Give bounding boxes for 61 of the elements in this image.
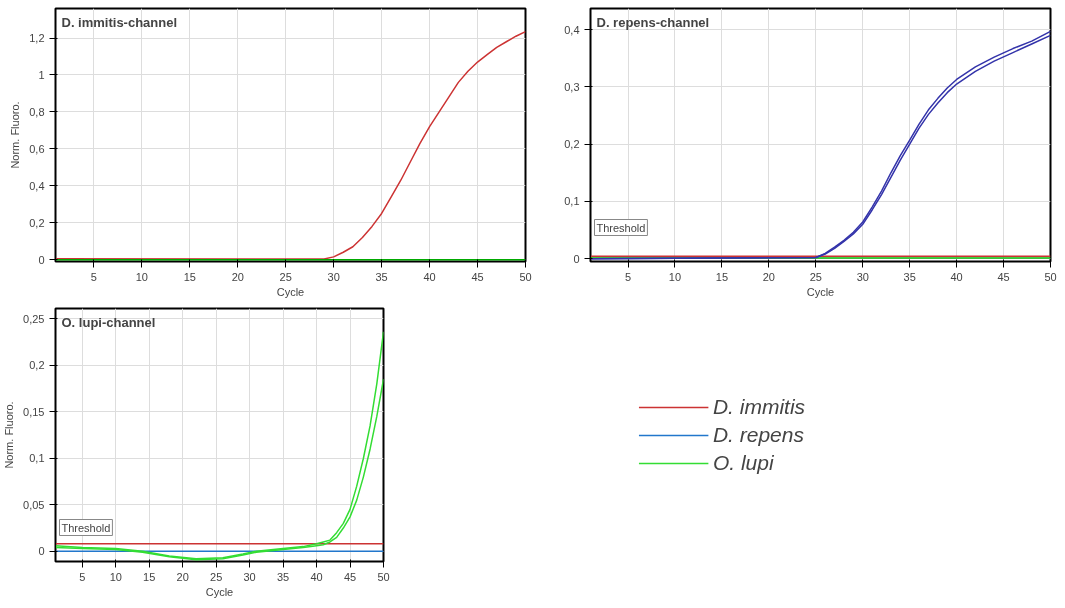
legend-label: D. immitis (712, 394, 806, 419)
y-tick-label: 0 (38, 545, 45, 558)
x-tick-label: 25 (809, 270, 822, 283)
y-axis-title: Norm. Fluoro. (3, 401, 16, 469)
y-tick-label: 0,2 (29, 216, 45, 229)
y-axis-title: Norm. Fluoro. (9, 101, 22, 169)
x-tick-label: 5 (624, 270, 632, 283)
text: O. lupi-channel (61, 314, 156, 330)
x-tick-label: 25 (210, 570, 223, 583)
y-tick-label: 0,25 (23, 312, 45, 325)
x-tick-label: 20 (176, 570, 189, 583)
y-tick-label: 0,2 (564, 138, 580, 151)
x-tick-label: 10 (135, 270, 148, 283)
x-tick-label: 15 (715, 270, 729, 283)
x-tick-label: 5 (90, 270, 97, 283)
annotation: Threshold (61, 521, 111, 534)
x-tick-label: 35 (375, 270, 388, 283)
text: D. repens-channel (596, 14, 710, 30)
x-tick-label: 20 (231, 270, 244, 283)
x-tick-label: 5 (79, 570, 86, 583)
x-tick-label: 50 (377, 570, 390, 583)
x-tick-label: 10 (668, 270, 682, 283)
x-axis-title: Cycle (806, 285, 835, 298)
y-tick-label: 0,2 (29, 359, 45, 372)
y-tick-label: 1 (38, 68, 45, 81)
y-tick-label: 0 (38, 253, 45, 266)
x-tick-label: 45 (471, 270, 484, 283)
x-axis-title: Cycle (205, 585, 234, 598)
legend-label: D. repens (712, 422, 804, 447)
x-tick-label: 40 (423, 270, 436, 283)
x-tick-label: 15 (143, 570, 156, 583)
x-tick-label: 45 (343, 570, 357, 583)
x-axis-title: Cycle (276, 285, 305, 298)
x-tick-label: 40 (950, 270, 963, 283)
text: D. immitis-channel (61, 14, 178, 30)
y-tick-label: 1,2 (29, 32, 45, 45)
annotation: Threshold (596, 221, 646, 234)
y-tick-label: 0,8 (29, 105, 45, 118)
x-tick-label: 15 (183, 270, 196, 283)
y-tick-label: 0,15 (23, 405, 45, 418)
x-tick-label: 20 (762, 270, 775, 283)
y-tick-label: 0,4 (29, 179, 45, 192)
y-tick-label: 0,3 (564, 80, 580, 93)
x-tick-label: 40 (310, 570, 323, 583)
y-tick-label: 0,1 (29, 452, 45, 465)
y-tick-label: 0,05 (23, 498, 45, 511)
y-tick-label: 0,6 (29, 142, 45, 155)
x-tick-label: 30 (327, 270, 340, 283)
x-tick-label: 45 (997, 270, 1010, 283)
y-tick-label: 0,4 (564, 23, 580, 36)
x-tick-label: 50 (1044, 270, 1057, 283)
x-tick-label: 35 (276, 570, 290, 583)
x-tick-label: 30 (856, 270, 869, 283)
x-tick-label: 10 (109, 570, 122, 583)
x-tick-label: 30 (243, 570, 256, 583)
y-tick-label: 0,1 (564, 195, 580, 208)
x-tick-label: 35 (903, 270, 916, 283)
x-tick-label: 50 (519, 270, 532, 283)
x-tick-label: 25 (279, 270, 292, 283)
legend-label: O. lupi (712, 450, 774, 475)
y-tick-label: 0 (573, 252, 580, 265)
